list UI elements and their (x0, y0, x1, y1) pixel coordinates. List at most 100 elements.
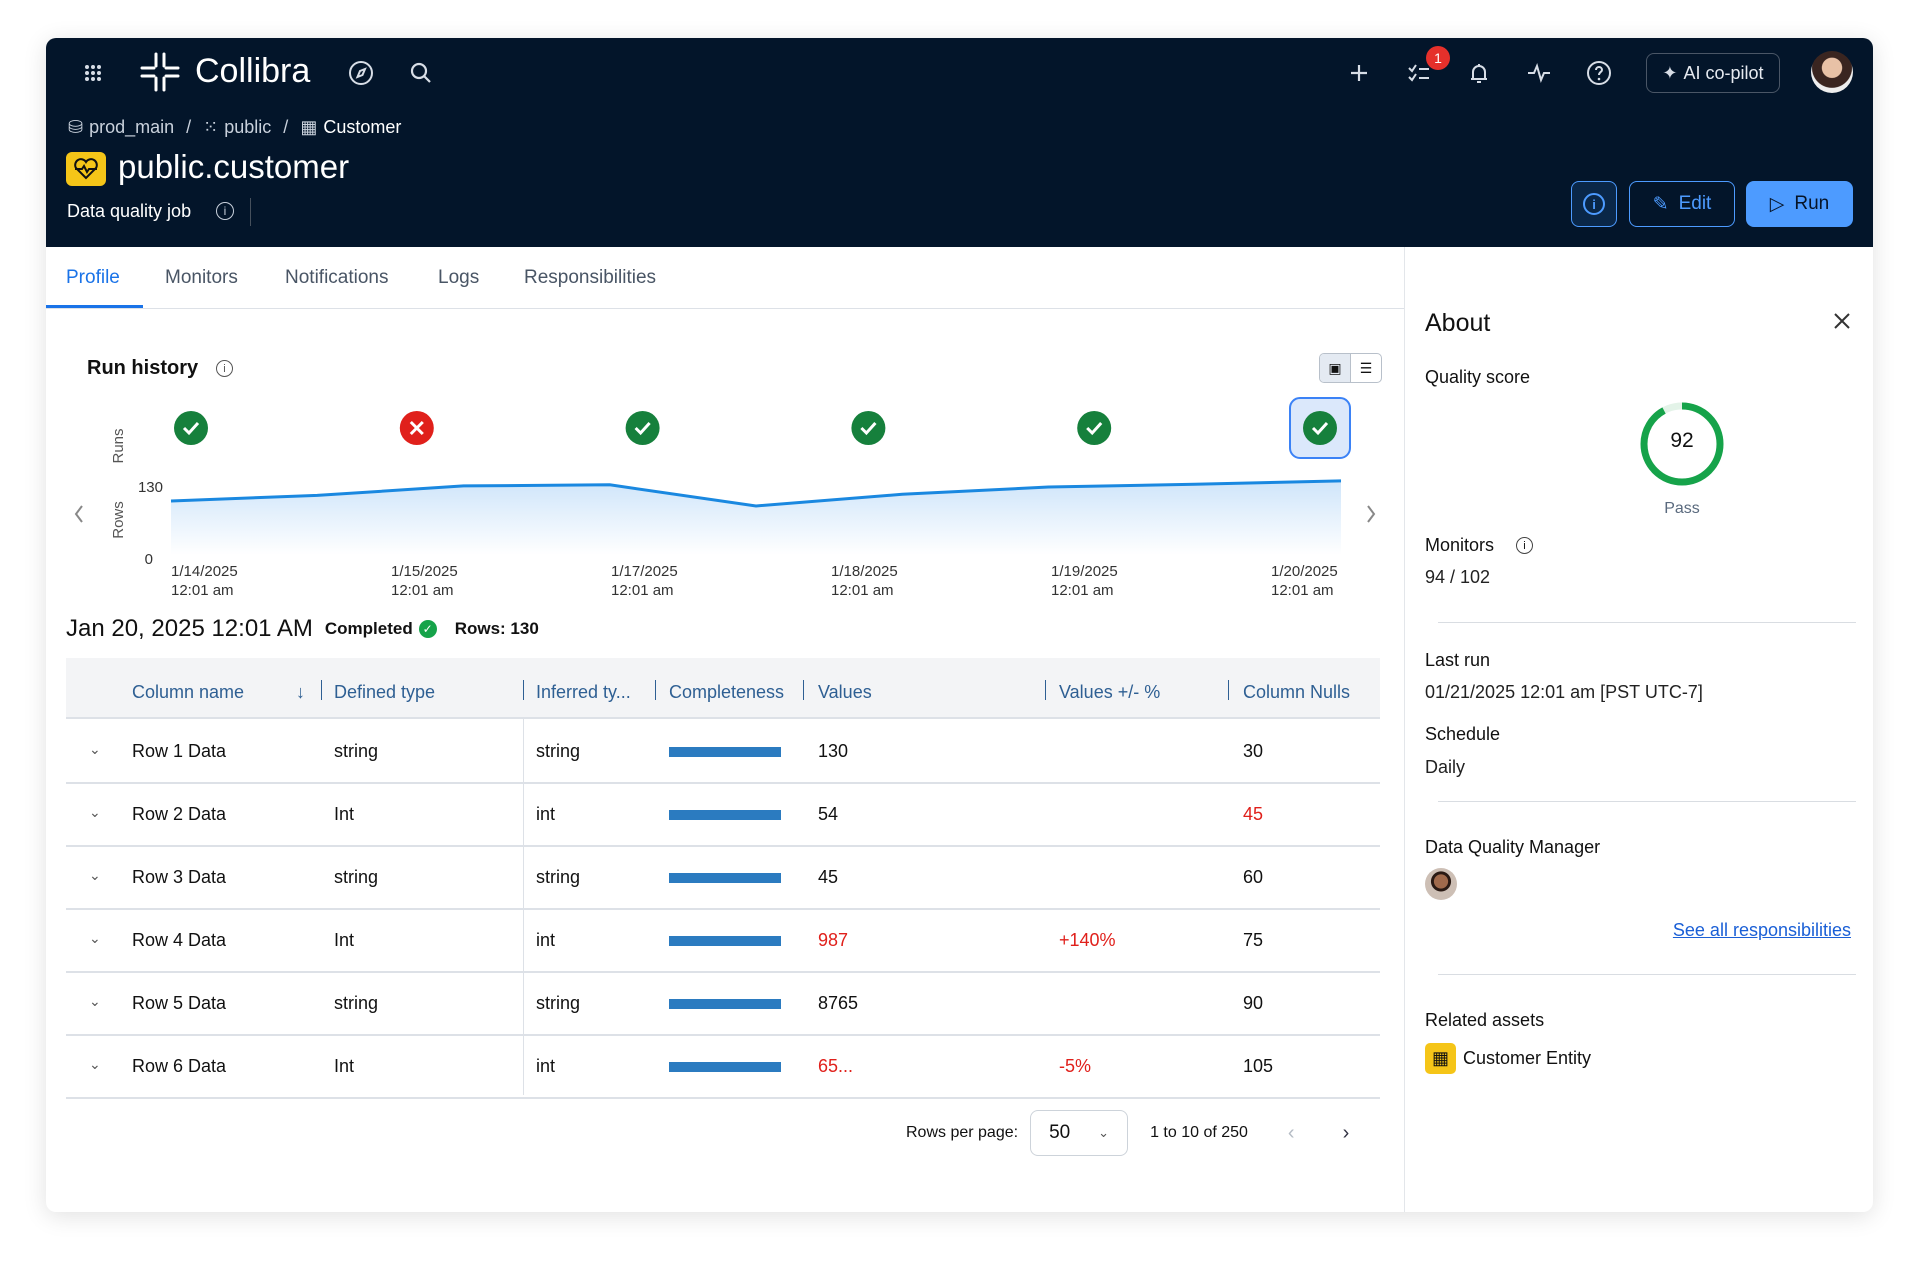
edit-button[interactable]: ✎ Edit (1629, 181, 1735, 227)
breadcrumb-public[interactable]: public (224, 117, 272, 137)
completeness-bar (669, 999, 781, 1009)
column-divider[interactable] (803, 680, 804, 700)
run-pass-icon[interactable] (625, 411, 660, 445)
table-row[interactable]: ⌄ Row 5 Data string string 8765 90 (66, 973, 1380, 1036)
quality-score-label: Quality score (1425, 367, 1531, 387)
divider (1438, 974, 1856, 975)
monitors-label: Monitors (1425, 535, 1495, 555)
run-button[interactable]: ▷ Run (1746, 181, 1853, 227)
last-run-label: Last run (1425, 650, 1491, 670)
rows-axis-label: Rows (110, 501, 127, 539)
prev-page-icon[interactable]: ‹ (1287, 1121, 1295, 1144)
x-tick-date: 1/15/2025 (391, 563, 458, 580)
column-divider[interactable] (523, 680, 524, 700)
x-tick-date: 1/19/2025 (1051, 563, 1118, 580)
monitors-value: 94 / 102 (1425, 567, 1491, 587)
cell-column-nulls: 45 (1243, 804, 1264, 824)
cell-defined-type: Int (334, 1056, 355, 1076)
compass-icon[interactable] (346, 58, 376, 88)
check-icon (1086, 421, 1103, 436)
run-pass-icon[interactable] (851, 411, 886, 445)
ai-copilot-button[interactable]: ✦ AI co-pilot (1646, 53, 1780, 93)
next-page-icon[interactable]: › (1342, 1121, 1350, 1144)
run-pass-icon[interactable] (1303, 411, 1337, 445)
collibra-logo-icon (140, 52, 180, 92)
x-tick-time: 12:01 am (831, 582, 894, 599)
run-pass-icon[interactable] (1077, 411, 1112, 445)
see-all-responsibilities-link[interactable]: See all responsibilities (1672, 920, 1851, 940)
expand-chevron-icon[interactable]: ⌄ (89, 930, 101, 946)
edit-label: Edit (1678, 193, 1712, 214)
x-tick-date: 1/20/2025 (1271, 563, 1338, 580)
rows-per-page-select[interactable]: 50 ⌄ (1030, 1110, 1129, 1156)
tab-profile[interactable]: Profile (66, 267, 120, 288)
info-icon[interactable]: i (216, 202, 234, 220)
expand-chevron-icon[interactable]: ⌄ (89, 741, 101, 757)
header-column-name[interactable]: Column name (132, 682, 245, 702)
runs-axis-label: Runs (110, 428, 127, 463)
cell-inferred-type: string (536, 867, 581, 887)
header-inferred-type[interactable]: Inferred ty... (536, 682, 631, 702)
info-button[interactable]: i (1571, 181, 1617, 227)
help-icon[interactable] (1584, 58, 1614, 88)
expand-chevron-icon[interactable]: ⌄ (89, 867, 101, 883)
tab-monitors[interactable]: Monitors (165, 267, 238, 288)
user-avatar[interactable] (1811, 51, 1853, 93)
list-view-icon[interactable]: ☰ (1359, 359, 1373, 376)
expand-chevron-icon[interactable]: ⌄ (89, 804, 101, 820)
x-tick-time: 12:01 am (171, 582, 234, 599)
run-pass-icon[interactable] (174, 411, 208, 445)
expand-chevron-icon[interactable]: ⌄ (89, 993, 101, 1009)
related-asset-link[interactable]: Customer Entity (1463, 1048, 1592, 1068)
activity-icon[interactable] (1524, 58, 1554, 88)
cell-column-name: Row 2 Data (132, 804, 227, 824)
tab-responsibilities[interactable]: Responsibilities (524, 267, 657, 288)
plus-icon[interactable] (1344, 58, 1374, 88)
tasks-icon[interactable] (1404, 58, 1434, 88)
breadcrumb-customer[interactable]: Customer (323, 117, 402, 137)
cell-column-name: Row 4 Data (132, 930, 227, 950)
completeness-bar (669, 747, 781, 757)
chart-prev-icon[interactable] (74, 505, 83, 523)
column-divider[interactable] (1045, 680, 1046, 700)
cell-inferred-type: int (536, 930, 556, 950)
sort-desc-icon[interactable]: ↓ (296, 682, 305, 702)
tab-notifications[interactable]: Notifications (285, 267, 389, 288)
cell-column-nulls: 30 (1243, 741, 1264, 761)
search-icon[interactable] (406, 58, 436, 88)
cell-values: 987 (818, 930, 849, 950)
header-values[interactable]: Values (818, 682, 872, 702)
breadcrumb-separator: / (283, 117, 289, 137)
column-divider[interactable] (1228, 680, 1229, 700)
check-icon: ✓ (418, 620, 437, 638)
header-completeness[interactable]: Completeness (669, 682, 785, 702)
table-row[interactable]: ⌄ Row 1 Data string string 130 30 (66, 721, 1380, 784)
tab-logs[interactable]: Logs (438, 267, 480, 288)
breadcrumb-separator: / (186, 117, 192, 137)
schedule-value: Daily (1425, 757, 1466, 777)
page-title: public.customer (118, 148, 350, 185)
info-icon[interactable]: i (1516, 537, 1533, 554)
chart-next-icon[interactable] (1367, 505, 1376, 523)
table-row[interactable]: ⌄ Row 6 Data Int int 65... -5% 105 (66, 1036, 1380, 1099)
bell-icon[interactable] (1464, 58, 1494, 88)
header-values-change[interactable]: Values +/- % (1059, 682, 1161, 702)
expand-chevron-icon[interactable]: ⌄ (89, 1056, 101, 1072)
x-tick-time: 12:01 am (1271, 582, 1334, 599)
dqm-avatar[interactable] (1425, 868, 1457, 900)
column-divider[interactable] (321, 680, 322, 700)
table-row[interactable]: ⌄ Row 2 Data Int int 54 45 (66, 784, 1380, 847)
table-row[interactable]: ⌄ Row 4 Data Int int 987 +140% 75 (66, 910, 1380, 973)
column-divider[interactable] (655, 680, 656, 700)
breadcrumb-prod-main[interactable]: prod_main (89, 117, 175, 137)
brand-name[interactable]: Collibra (195, 52, 311, 90)
close-icon[interactable] (1833, 312, 1851, 330)
app-grid-icon[interactable] (78, 58, 108, 88)
database-icon: ⛁ (68, 117, 84, 137)
x-tick-time: 12:01 am (1051, 582, 1114, 599)
header-defined-type[interactable]: Defined type (334, 682, 436, 702)
header-column-nulls[interactable]: Column Nulls (1243, 682, 1351, 702)
chart-view-icon[interactable]: ▣ (1320, 354, 1351, 382)
info-icon[interactable]: i (216, 360, 233, 377)
table-row[interactable]: ⌄ Row 3 Data string string 45 60 (66, 847, 1380, 910)
